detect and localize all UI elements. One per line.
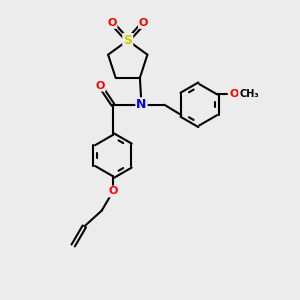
Text: O: O bbox=[107, 18, 117, 28]
Text: O: O bbox=[108, 187, 118, 196]
Text: CH₃: CH₃ bbox=[239, 89, 259, 99]
Text: N: N bbox=[136, 98, 147, 111]
Text: S: S bbox=[123, 34, 132, 47]
Text: O: O bbox=[139, 18, 148, 28]
Text: O: O bbox=[95, 81, 105, 91]
Text: O: O bbox=[230, 89, 239, 99]
